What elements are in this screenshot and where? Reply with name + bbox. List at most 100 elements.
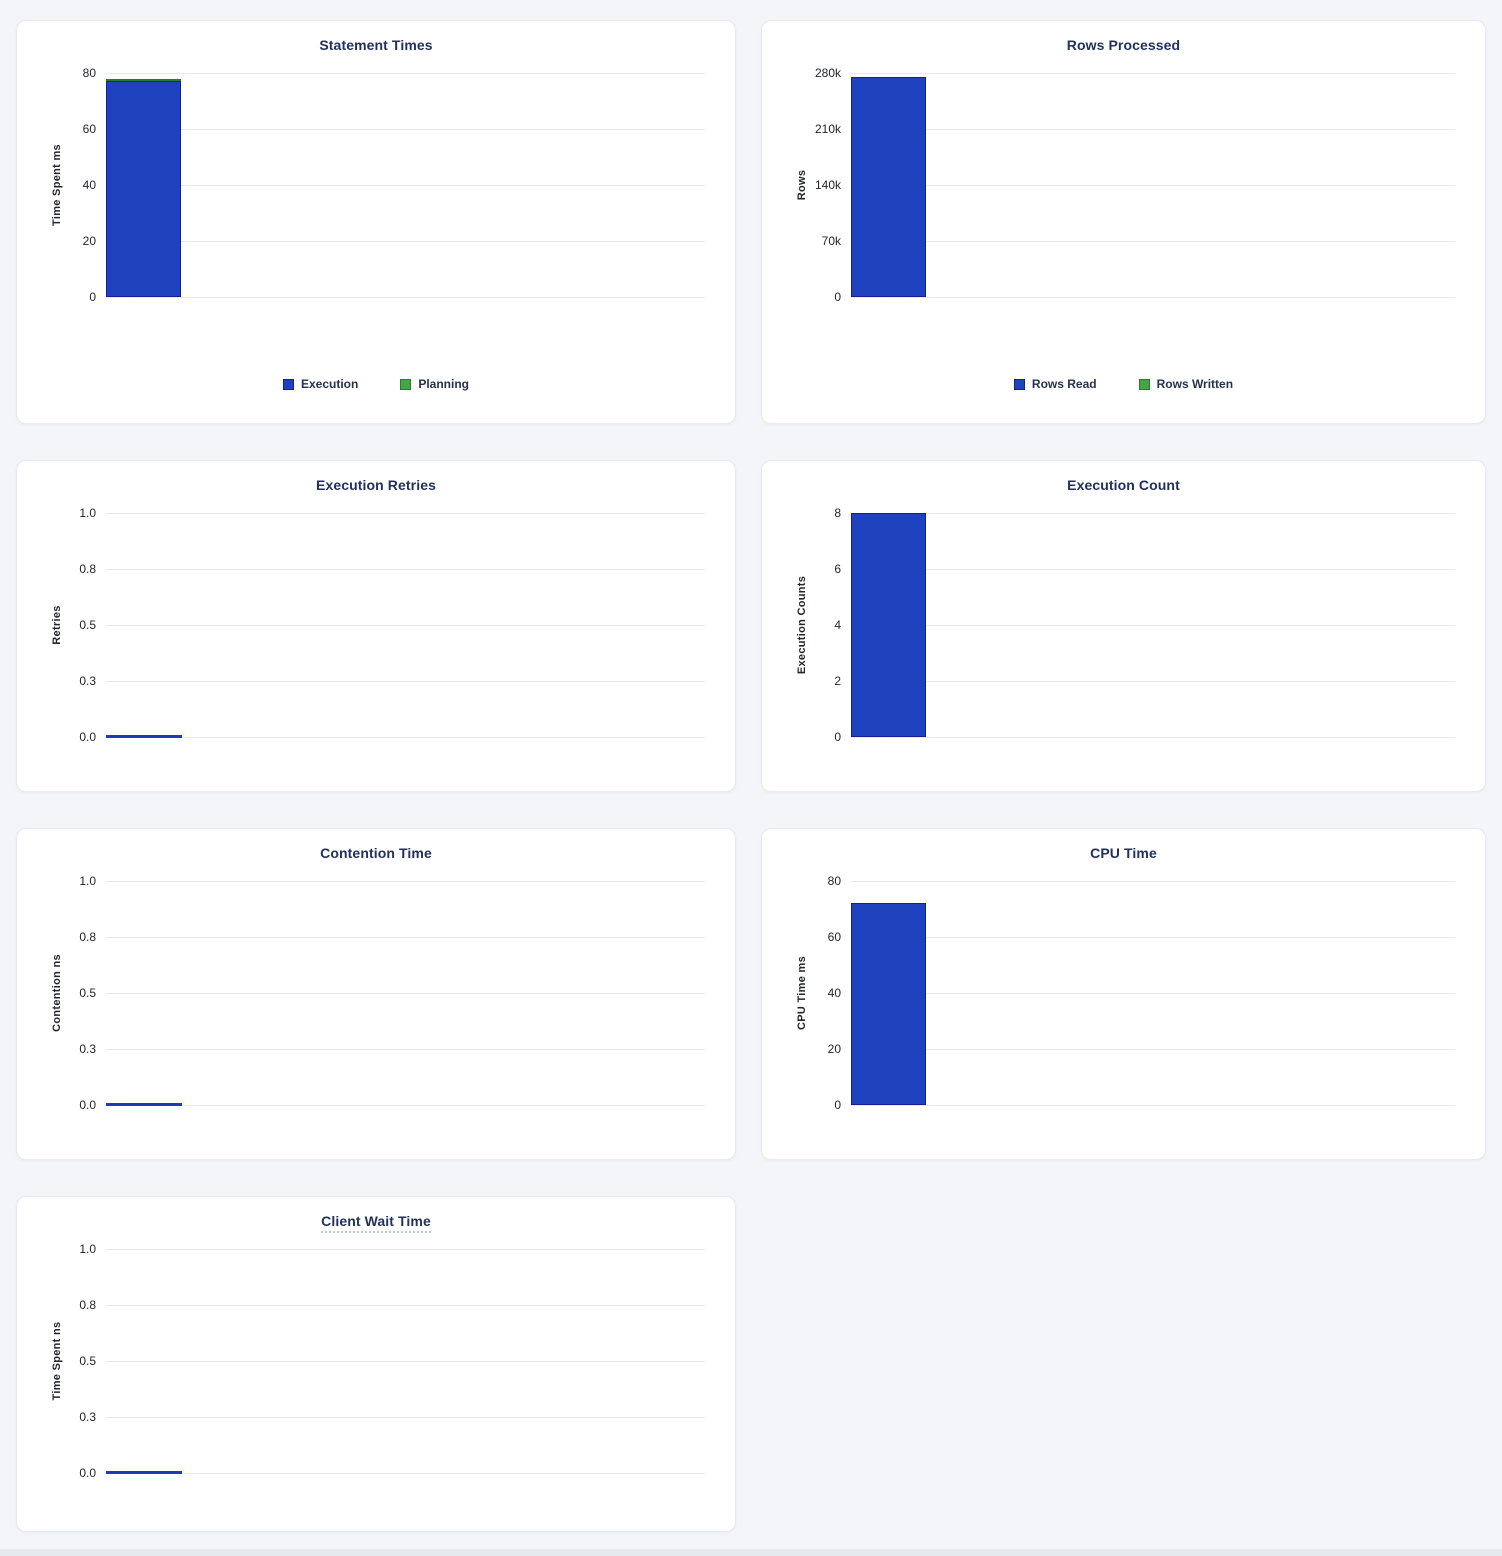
- y-axis-label: Rows: [796, 169, 808, 201]
- chart-title-cpu-time: CPU Time: [1090, 845, 1157, 861]
- y-axis-tick-label: 280k: [814, 66, 841, 80]
- y-axis-tick-label: 20: [827, 1042, 841, 1056]
- gridline: [106, 993, 705, 994]
- gridline: [106, 73, 705, 74]
- plot-area: 1.0 0.8 0.5 0.3 0.0: [79, 875, 705, 1111]
- gridline: [851, 513, 1455, 514]
- y-axis-tick-label: 8: [834, 506, 841, 520]
- plot-area: 1.0 0.8 0.5 0.3 0.0: [79, 507, 705, 743]
- gridline: [851, 1105, 1455, 1106]
- gridline: [106, 737, 705, 738]
- gridline: [106, 185, 705, 186]
- chart-title-client-wait-time[interactable]: Client Wait Time: [321, 1213, 431, 1233]
- gridline: [851, 1049, 1455, 1050]
- legend-swatch-icon: [400, 378, 412, 390]
- chart-title-rows-processed: Rows Processed: [1066, 37, 1181, 53]
- y-axis-tick-label: 2: [834, 674, 841, 688]
- plot-area: 1.0 0.8 0.5 0.3 0.0: [79, 1243, 705, 1479]
- y-axis-label: Execution Counts: [796, 575, 808, 675]
- y-axis-label: Time Spent ns: [51, 1321, 63, 1401]
- y-axis-tick-label: 0.8: [79, 562, 96, 576]
- y-axis-tick-label: 0.0: [79, 1098, 96, 1112]
- gridline: [106, 1473, 705, 1474]
- gridline: [851, 625, 1455, 626]
- gridline: [106, 297, 705, 298]
- bar-segment-cpu-time[interactable]: [851, 903, 926, 1105]
- chart-title-row: CPU Time: [762, 845, 1485, 861]
- legend-label: Planning: [418, 377, 470, 391]
- y-axis-tick-label: 0.3: [79, 1042, 96, 1056]
- y-axis-tick-label: 0: [834, 1098, 841, 1112]
- zero-value-bar[interactable]: [106, 1471, 182, 1474]
- gridline: [851, 129, 1455, 130]
- gridline: [106, 241, 705, 242]
- chart-title-row: Contention Time: [17, 845, 735, 861]
- y-axis-label: Time Spent ms: [51, 144, 63, 226]
- gridline: [106, 1417, 705, 1418]
- bar-segment-execution[interactable]: [106, 81, 181, 297]
- plot-area: 80 60 40 20 0: [828, 875, 1455, 1111]
- y-axis-tick-label: 0.5: [79, 1354, 96, 1368]
- legend-item-rows-written[interactable]: Rows Written: [1138, 377, 1234, 391]
- gridline: [851, 241, 1455, 242]
- charts-grid: Statement Times Time Spent ms 80 60 40 20 0 …: [16, 20, 1486, 1532]
- gridline: [106, 569, 705, 570]
- y-axis-tick-label: 0: [834, 290, 841, 304]
- y-axis-tick-label: 40: [82, 178, 96, 192]
- gridline: [106, 625, 705, 626]
- gridline: [106, 1105, 705, 1106]
- y-axis-tick-label: 20: [82, 234, 96, 248]
- gridline: [851, 881, 1455, 882]
- y-axis-tick-label: 70k: [821, 234, 841, 248]
- gridline: [106, 681, 705, 682]
- gridline: [851, 297, 1455, 298]
- chart-title-row: Execution Count: [762, 477, 1485, 493]
- y-axis-tick-label: 140k: [814, 178, 841, 192]
- bar-segment-rows-read[interactable]: [851, 77, 926, 297]
- y-axis-tick-label: 0.5: [79, 986, 96, 1000]
- y-axis-label: CPU Time ms: [796, 955, 808, 1031]
- chart-panel-execution-retries: Execution Retries Retries 1.0 0.8 0.5 0.3 0.…: [16, 460, 736, 792]
- chart-panel-contention-time: Contention Time Contention ns 1.0 0.8 0.5 0…: [16, 828, 736, 1160]
- plot-area: 80 60 40 20 0: [83, 67, 705, 303]
- legend-item-planning[interactable]: Planning: [400, 378, 469, 390]
- gridline: [851, 185, 1455, 186]
- gridline: [106, 1049, 705, 1050]
- y-axis-tick-label: 0.0: [79, 730, 96, 744]
- gridline: [851, 737, 1455, 738]
- legend-swatch-icon: [1013, 378, 1025, 390]
- gridline: [106, 881, 705, 882]
- chart-title-statement-times: Statement Times: [319, 37, 433, 53]
- y-axis-label: Retries: [51, 605, 63, 645]
- zero-value-bar[interactable]: [106, 1103, 182, 1106]
- legend-item-rows-read[interactable]: Rows Read: [1013, 378, 1097, 390]
- y-axis-tick-label: 0.5: [79, 618, 96, 632]
- plot-area: 280k 210k 140k 70k 0: [815, 67, 1455, 303]
- zero-value-bar[interactable]: [106, 735, 182, 738]
- bar-segment-execution-count[interactable]: [851, 513, 926, 737]
- chart-panel-execution-count: Execution Count Execution Counts 8 6 4 2 0: [761, 460, 1486, 792]
- gridline: [106, 1361, 705, 1362]
- plot-area: 8 6 4 2 0: [834, 507, 1455, 743]
- bar-segment-planning[interactable]: [106, 78, 181, 82]
- legend-swatch-icon: [282, 378, 294, 390]
- chart-legend: Execution Planning: [17, 377, 735, 391]
- chart-title-execution-count: Execution Count: [1067, 477, 1180, 493]
- y-axis-tick-label: 0.8: [79, 1298, 96, 1312]
- gridline: [851, 681, 1455, 682]
- legend-label: Rows Written: [1156, 377, 1234, 391]
- y-axis-tick-label: 60: [827, 930, 841, 944]
- legend-label: Execution: [300, 377, 359, 391]
- y-axis-tick-label: 210k: [814, 122, 841, 136]
- y-axis-tick-label: 6: [834, 562, 841, 576]
- y-axis-tick-label: 0.0: [79, 1466, 96, 1480]
- y-axis-tick-label: 80: [827, 874, 841, 888]
- gridline: [851, 73, 1455, 74]
- y-axis-tick-label: 0: [834, 730, 841, 744]
- y-axis-tick-label: 1.0: [79, 1242, 96, 1256]
- chart-title-row: Rows Processed: [762, 37, 1485, 53]
- chart-panel-cpu-time: CPU Time CPU Time ms 80 60 40 20 0: [761, 828, 1486, 1160]
- legend-item-execution[interactable]: Execution: [282, 377, 359, 391]
- y-axis-tick-label: 0.3: [79, 674, 96, 688]
